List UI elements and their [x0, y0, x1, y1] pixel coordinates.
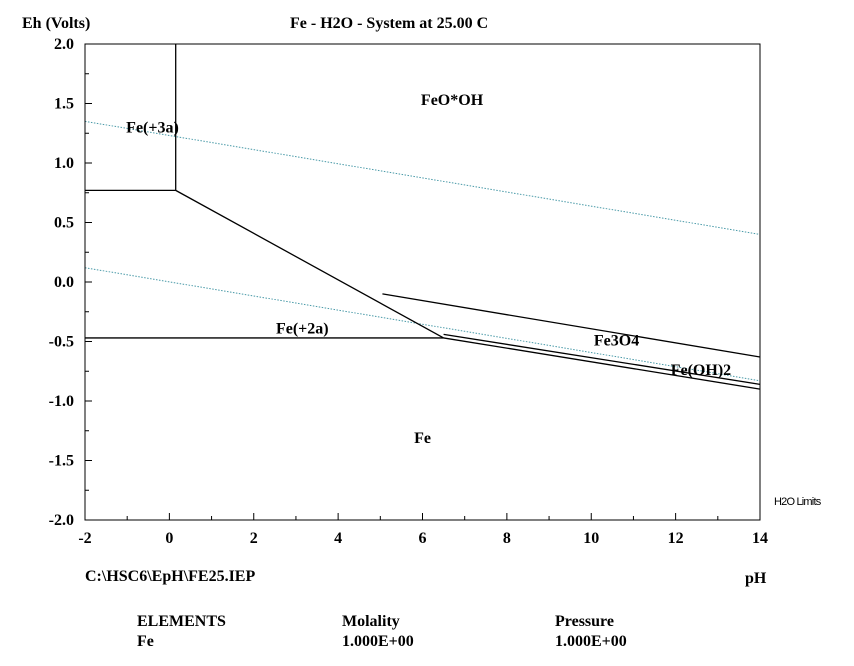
pressure-value: 1.000E+00	[555, 633, 627, 650]
x-tick-label: 12	[668, 530, 684, 547]
y-tick-label: 0.0	[54, 274, 74, 291]
x-tick-label: 0	[165, 530, 173, 547]
water-limits-legend: H2O Limits	[774, 496, 822, 508]
species-label: Fe(+2a)	[276, 320, 329, 337]
file-path: C:\HSC6\EpH\FE25.IEP	[85, 568, 256, 585]
species-label: FeO*OH	[421, 92, 484, 109]
boundary-line-5	[443, 333, 761, 385]
species-label: Fe3O4	[594, 332, 639, 349]
x-tick-label: 8	[503, 530, 511, 547]
y-axis-label: Eh (Volts)	[22, 15, 90, 32]
y-tick-label: -0.5	[49, 334, 74, 351]
species-label: Fe	[414, 430, 431, 447]
x-tick-label: 14	[752, 530, 768, 547]
x-ticks: -2 0 2 4 6 8 10 12 14	[78, 513, 768, 547]
element-value: Fe	[137, 633, 154, 650]
y-tick-label: 1.0	[54, 155, 74, 172]
y-tick-label: 2.0	[54, 36, 74, 53]
species-label: Fe(OH)2	[671, 362, 731, 379]
x-tick-label: -2	[78, 530, 91, 547]
x-axis-label: pH	[745, 570, 767, 587]
elements-header: ELEMENTS	[137, 613, 226, 630]
water-limit-line-1	[84, 267, 761, 382]
y-tick-label: 0.5	[54, 215, 74, 232]
water-limit-line-0	[84, 120, 761, 235]
species-labels: FeO*OH Fe(+3a) Fe(+2a) Fe3O4 Fe(OH)2 Fe	[126, 92, 731, 447]
boundary-line-6	[443, 337, 761, 390]
x-tick-label: 10	[583, 530, 599, 547]
x-tick-label: 6	[419, 530, 427, 547]
y-tick-label: 1.5	[54, 96, 74, 113]
molality-header: Molality	[342, 613, 400, 630]
plot-frame	[84, 43, 761, 521]
chart-title: Fe - H2O - System at 25.00 C	[290, 15, 488, 32]
water-limit-lines	[84, 120, 761, 382]
x-tick-label: 4	[334, 530, 342, 547]
phase-boundaries	[85, 44, 761, 390]
y-tick-label: -1.5	[49, 453, 74, 470]
boundary-line-4	[382, 293, 761, 358]
molality-value: 1.000E+00	[342, 633, 414, 650]
species-label: Fe(+3a)	[126, 119, 179, 136]
x-tick-label: 2	[250, 530, 258, 547]
y-tick-label: -2.0	[49, 512, 74, 529]
pressure-header: Pressure	[555, 613, 614, 630]
boundary-line-2	[175, 189, 444, 339]
y-tick-label: -1.0	[49, 393, 74, 410]
y-ticks: 2.0 1.5 1.0 0.5 0.0 -0.5 -1.0 -1.5 -2.0	[49, 36, 92, 529]
